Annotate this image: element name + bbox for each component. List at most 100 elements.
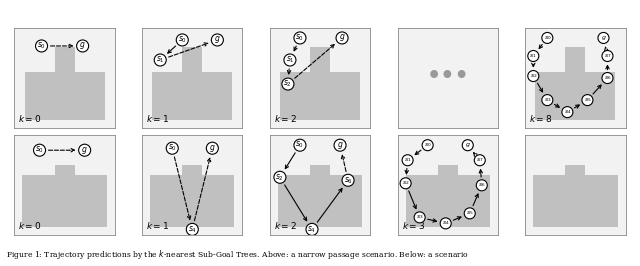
Circle shape	[306, 223, 318, 235]
Circle shape	[476, 180, 487, 191]
Bar	[182, 47, 202, 72]
Circle shape	[36, 40, 47, 52]
Text: $s_0$: $s_0$	[424, 141, 431, 149]
Text: $g$: $g$	[209, 143, 216, 154]
Text: $s_4$: $s_4$	[188, 224, 197, 235]
Bar	[22, 175, 107, 227]
Circle shape	[206, 142, 218, 154]
Circle shape	[528, 70, 539, 82]
Text: $s_0$: $s_0$	[178, 35, 187, 45]
Text: $s_6$: $s_6$	[478, 181, 486, 189]
Text: $s_5$: $s_5$	[584, 96, 591, 104]
Text: $s_5$: $s_5$	[466, 209, 474, 217]
Text: $s_2$: $s_2$	[529, 72, 537, 80]
Circle shape	[342, 174, 354, 186]
Circle shape	[402, 155, 413, 166]
Text: $s_4$: $s_4$	[442, 219, 449, 227]
Text: $s_6$: $s_6$	[344, 175, 353, 185]
Text: $g$: $g$	[79, 40, 86, 52]
Bar	[565, 165, 586, 183]
Text: $s_1$: $s_1$	[529, 52, 537, 60]
Circle shape	[474, 155, 485, 166]
Text: $k = 3$: $k = 3$	[401, 221, 425, 231]
Circle shape	[602, 51, 613, 61]
Text: $s_6$: $s_6$	[604, 74, 611, 82]
Circle shape	[440, 218, 451, 229]
Text: $k = 8$: $k = 8$	[529, 113, 553, 124]
Bar	[406, 175, 490, 227]
Circle shape	[284, 54, 296, 66]
Text: Figure 1: Trajectory predictions by the $k$-nearest Sub-Goal Trees. Above: a nar: Figure 1: Trajectory predictions by the …	[6, 248, 469, 261]
Bar	[310, 47, 330, 72]
Bar	[152, 72, 232, 120]
Circle shape	[414, 212, 425, 223]
Text: $g$: $g$	[339, 32, 346, 43]
Circle shape	[582, 95, 593, 106]
Circle shape	[176, 34, 188, 46]
Text: $s_0$: $s_0$	[296, 33, 305, 43]
Bar	[54, 47, 75, 72]
Text: $s_3$: $s_3$	[543, 96, 551, 104]
Text: $g$: $g$	[337, 140, 343, 151]
Text: $s_4$: $s_4$	[307, 224, 317, 235]
Circle shape	[400, 178, 411, 189]
Circle shape	[79, 144, 91, 156]
Circle shape	[336, 32, 348, 44]
Text: $s_2$: $s_2$	[284, 79, 292, 89]
Circle shape	[294, 139, 306, 151]
Text: $s_7$: $s_7$	[476, 156, 484, 164]
Circle shape	[274, 171, 286, 183]
Circle shape	[422, 140, 433, 151]
Circle shape	[528, 51, 539, 61]
Circle shape	[282, 78, 294, 90]
Text: $s_1$: $s_1$	[285, 55, 294, 65]
Circle shape	[33, 144, 45, 156]
Text: $s_7$: $s_7$	[604, 52, 611, 60]
Text: $s_2$: $s_2$	[402, 179, 410, 187]
Bar	[310, 165, 330, 183]
Text: $g$: $g$	[81, 145, 88, 156]
Text: $g$: $g$	[214, 35, 221, 45]
Text: $k = 1$: $k = 1$	[146, 113, 170, 124]
Circle shape	[154, 54, 166, 66]
Text: •••: •••	[426, 66, 469, 86]
Text: $s_3$: $s_3$	[416, 213, 424, 221]
Circle shape	[562, 107, 573, 118]
Text: $k = 2$: $k = 2$	[274, 113, 297, 124]
Bar	[280, 72, 360, 120]
Bar	[182, 165, 202, 183]
Bar	[54, 165, 75, 183]
Circle shape	[166, 142, 179, 154]
Text: $k = 1$: $k = 1$	[146, 221, 170, 231]
Text: $s_0$: $s_0$	[37, 41, 46, 51]
Text: $s_0$: $s_0$	[35, 145, 44, 155]
Text: $s_4$: $s_4$	[563, 108, 572, 116]
Bar	[535, 72, 616, 120]
Circle shape	[542, 32, 553, 43]
Circle shape	[598, 32, 609, 43]
Circle shape	[462, 140, 473, 151]
Text: $s_1$: $s_1$	[404, 156, 412, 164]
Bar	[565, 47, 586, 72]
Text: $k = 0$: $k = 0$	[19, 113, 42, 124]
Circle shape	[334, 139, 346, 151]
Text: $s_2$: $s_2$	[275, 172, 284, 182]
Circle shape	[294, 32, 306, 44]
Bar	[150, 175, 234, 227]
Text: $k = 0$: $k = 0$	[19, 221, 42, 231]
Bar	[278, 175, 362, 227]
Circle shape	[186, 223, 198, 235]
Text: $s_1$: $s_1$	[156, 55, 164, 65]
Text: $s_0$: $s_0$	[168, 143, 177, 153]
Circle shape	[542, 95, 553, 106]
Circle shape	[602, 73, 613, 84]
Circle shape	[77, 40, 89, 52]
Text: $k = 2$: $k = 2$	[274, 221, 297, 231]
Bar	[533, 175, 618, 227]
Circle shape	[464, 208, 476, 219]
Text: $s_0$: $s_0$	[543, 34, 551, 42]
Text: $g$: $g$	[465, 141, 470, 149]
Circle shape	[211, 34, 223, 46]
Bar	[438, 165, 458, 183]
Bar	[24, 72, 105, 120]
